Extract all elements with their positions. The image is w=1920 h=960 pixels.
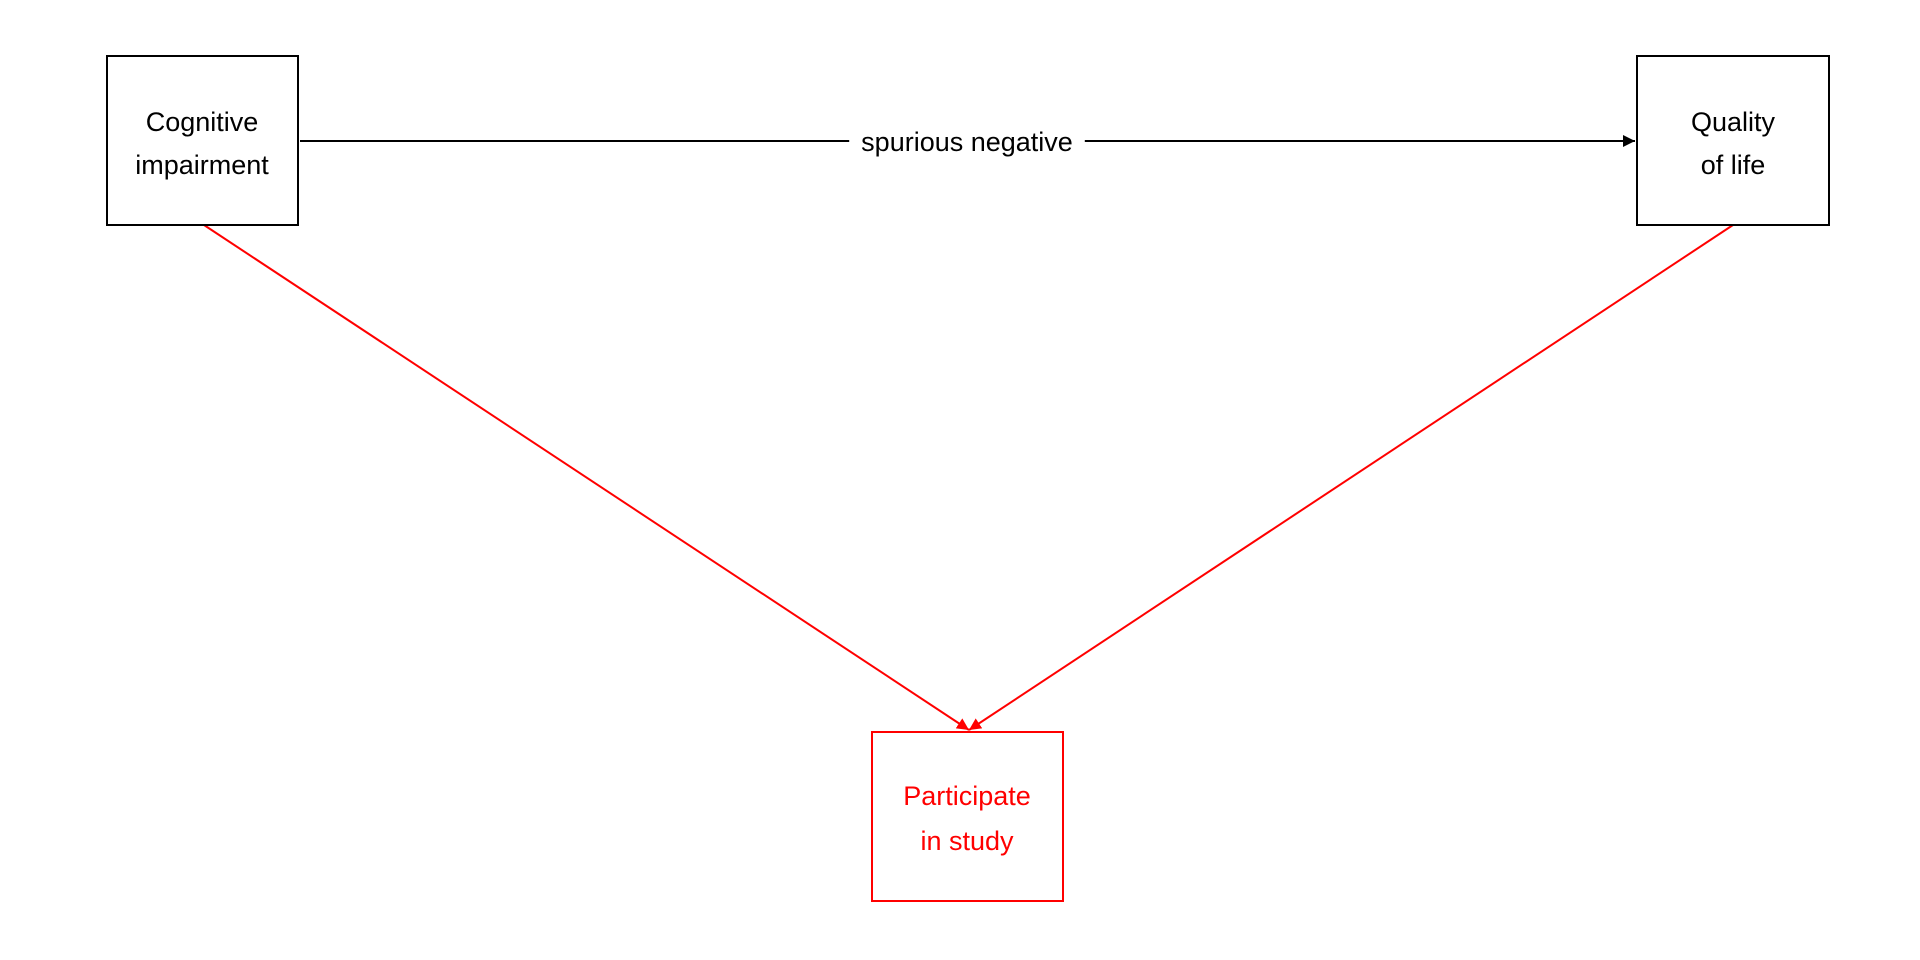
node-label-cognitive-line2: impairment	[135, 150, 269, 180]
edge-quality-to-participate	[968, 224, 1734, 731]
node-label-quality-line1: Quality	[1691, 107, 1776, 137]
node-participate-in-study: Participate in study	[871, 731, 1064, 902]
node-cognitive-impairment: Cognitive impairment	[106, 55, 299, 226]
node-box-participate	[871, 731, 1064, 902]
node-quality-of-life: Quality of life	[1636, 55, 1830, 226]
edge-cognitive-to-quality: spurious negative	[300, 127, 1635, 157]
node-label-participate-line1: Participate	[903, 781, 1031, 811]
edge-cognitive-to-participate	[203, 224, 970, 731]
node-label-quality-line2: of life	[1701, 150, 1766, 180]
node-box-quality	[1636, 55, 1830, 226]
node-box-cognitive	[106, 55, 299, 226]
node-label-cognitive-line1: Cognitive	[146, 107, 259, 137]
node-label-participate-line2: in study	[920, 826, 1014, 856]
edge-label-spurious-negative: spurious negative	[861, 127, 1073, 157]
